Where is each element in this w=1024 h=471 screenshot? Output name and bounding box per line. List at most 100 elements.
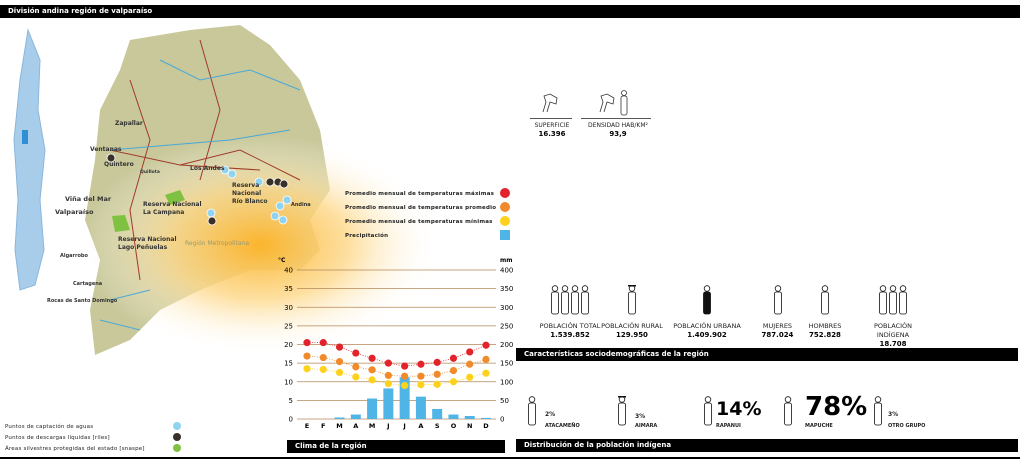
person-icon: [571, 285, 579, 315]
sociodemo-icon: [550, 285, 590, 315]
sociodemo-icon: [878, 285, 908, 315]
y-left-tick: 20: [284, 341, 293, 349]
person-icon: [874, 396, 882, 426]
temp-point: [335, 343, 344, 351]
precip-bar: [334, 417, 345, 419]
y-right-tick: 400: [500, 267, 513, 275]
sociodemo-item: Población rural 129.950: [597, 322, 667, 340]
sociodemo-value: 1.409.902: [687, 331, 727, 339]
temp-point: [384, 359, 392, 367]
legend-max-swatch: [500, 188, 510, 198]
density-label: Densidad hab/km²: [588, 122, 648, 129]
sociodemo-icon: [773, 285, 783, 315]
x-tick: O: [451, 422, 457, 430]
person-icon: [618, 396, 626, 426]
person-icon: [704, 396, 712, 426]
protected-area-icon: [173, 444, 181, 452]
density-divider: [581, 118, 651, 119]
x-tick: D: [483, 422, 489, 430]
y-right-tick: 0: [500, 416, 504, 424]
legend-prom: Promedio mensual de temperaturas promedi…: [345, 205, 497, 211]
indigena-title: Distribución de la población indígena: [524, 441, 672, 449]
x-tick: M: [336, 422, 342, 430]
sociodemo-item: Población urbana 1.409.902: [672, 322, 742, 340]
sociodemo-icon: [627, 285, 637, 315]
temp-line: [307, 342, 487, 367]
temp-point: [466, 348, 474, 356]
temp-point: [303, 339, 311, 347]
indigena-icon: [783, 396, 793, 430]
y-right-tick: 250: [500, 322, 513, 330]
surface-label: Superficie: [534, 122, 570, 129]
temp-point: [352, 349, 360, 357]
place-andina: Andina: [291, 202, 311, 208]
sociodemo-icon: [820, 285, 830, 315]
sociodemo-value: 1.539.852: [550, 331, 590, 339]
y-left-tick: 5: [289, 397, 293, 405]
person-icon: [821, 285, 829, 315]
reserve-rio-blanco-label: Reserva Nacional Río Blanco: [232, 182, 268, 205]
legend-prom-swatch: [500, 202, 510, 212]
temp-point: [433, 370, 441, 378]
y-left-tick: 35: [284, 285, 293, 293]
density-value: 93,9: [609, 130, 627, 138]
legend-max: Promedio mensual de temperaturas máximas: [345, 191, 495, 197]
sociodemo-title-bar: Características sociodemográficas de la …: [516, 348, 1018, 361]
temp-point: [449, 366, 458, 375]
sociodemo-label: Mujeres: [762, 322, 793, 330]
sociodemo-label: Hombres: [808, 322, 842, 330]
reserve-penuelas-label: Reserva Nacional Lago Peñuelas: [118, 236, 177, 251]
indigena-label: Atacameño: [545, 423, 580, 429]
y-right-tick: 350: [500, 285, 513, 293]
precip-bar: [481, 417, 491, 419]
bottom-divider: [0, 457, 1020, 459]
temp-point: [384, 380, 392, 388]
y-right-tick: 300: [500, 304, 513, 312]
indigena-icon: [527, 396, 537, 430]
person-icon: [551, 285, 559, 315]
x-tick: M: [369, 422, 375, 430]
indigena-label: Rapanui: [716, 423, 741, 429]
sociodemo-value: 18.708: [879, 340, 907, 348]
temp-point: [417, 372, 425, 380]
legend-precip-swatch: [500, 230, 510, 240]
chart-title: Clima de la región: [295, 442, 367, 450]
temp-point: [401, 362, 409, 370]
x-tick: S: [435, 422, 440, 430]
y-right-tick: 200: [500, 341, 513, 349]
temp-point: [449, 354, 458, 362]
x-tick: E: [305, 422, 309, 430]
x-tick: A: [418, 422, 423, 430]
precip-bar: [350, 414, 361, 419]
temp-point: [433, 358, 441, 366]
reserve-la-campana-label: Reserva Nacional La Campana: [143, 201, 202, 216]
indigena-label: Aimara: [635, 423, 658, 429]
temp-point: [319, 339, 327, 347]
sociodemo-label: Población urbana: [673, 322, 741, 330]
temp-point: [319, 353, 327, 362]
temp-point: [368, 366, 376, 374]
water-point-icon: [173, 422, 181, 430]
indigena-pct: 3%: [888, 411, 899, 418]
temp-line: [306, 355, 487, 377]
place-ventanas: Ventanas: [90, 146, 122, 153]
temp-point: [352, 363, 360, 371]
place-algarrobo: Algarrobo: [60, 253, 88, 259]
indigena-pct: 14%: [716, 398, 762, 420]
legend-snaspe: Áreas silvestres protegidas del estado […: [5, 446, 145, 452]
header-title: División andina región de valparaíso: [8, 7, 153, 15]
person-icon: [784, 396, 792, 426]
indigena-label: Otro grupo: [888, 423, 926, 429]
indigena-title-bar: Distribución de la población indígena: [516, 439, 1018, 452]
temp-point: [352, 373, 360, 381]
indigena-pct: 2%: [545, 411, 556, 418]
person-icon: [899, 285, 907, 315]
region-shape-icon: [542, 93, 558, 113]
person-icon: [879, 285, 887, 315]
person-icon: [703, 285, 711, 315]
indigena-icon: [703, 396, 713, 430]
y-right-tick: 150: [500, 360, 513, 368]
temp-point: [384, 371, 392, 380]
precip-bar: [399, 377, 410, 419]
temp-point: [368, 376, 376, 384]
